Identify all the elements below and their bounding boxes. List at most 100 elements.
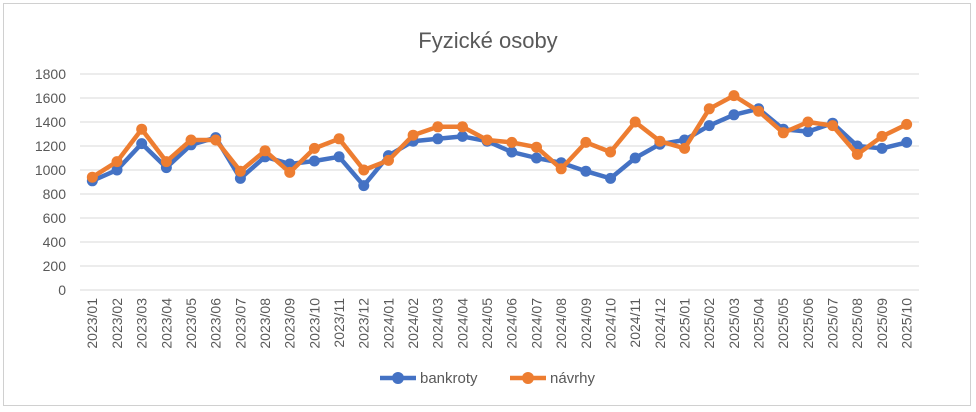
- data-point: [851, 148, 863, 160]
- data-point: [901, 136, 913, 148]
- data-point: [481, 134, 493, 146]
- series-line-bankroty: [90, 106, 909, 188]
- data-point: [703, 120, 715, 132]
- x-tick-label: 2025/10: [899, 298, 915, 349]
- data-point: [432, 121, 444, 133]
- data-point: [234, 165, 246, 177]
- legend-swatch-marker: [392, 372, 404, 384]
- x-tick-label: 2023/04: [158, 298, 174, 349]
- legend-label: bankroty: [420, 370, 478, 387]
- y-tick-label: 0: [58, 282, 66, 298]
- legend-swatch-marker: [522, 372, 534, 384]
- data-point: [358, 180, 370, 192]
- chart-frame: Fyzické osoby 0 200 400 600 800 1000 1200 1400 1…: [3, 3, 971, 406]
- x-tick-label: 2024/02: [405, 298, 421, 349]
- data-point: [86, 171, 98, 183]
- x-tick-label: 2025/06: [800, 298, 816, 349]
- data-point: [259, 145, 271, 157]
- data-point: [456, 121, 468, 133]
- y-tick-label: 600: [43, 210, 67, 226]
- line-chart: Fyzické osoby 0 200 400 600 800 1000 1200 1400 1…: [35, 28, 919, 387]
- data-point: [580, 165, 592, 177]
- data-point: [432, 133, 444, 145]
- x-tick-label: 2024/09: [578, 298, 594, 349]
- x-tick-label: 2025/05: [775, 298, 791, 349]
- data-point: [753, 105, 765, 117]
- x-tick-label: 2023/10: [306, 298, 322, 349]
- y-tick-label: 1000: [35, 162, 66, 178]
- data-point: [136, 138, 148, 150]
- data-point: [333, 133, 345, 145]
- gridlines: [80, 73, 919, 291]
- data-point: [555, 163, 567, 175]
- y-axis-tick-labels: 0 200 400 600 800 1000 1200 1400 1600 1800: [35, 66, 66, 298]
- y-tick-label: 800: [43, 186, 67, 202]
- data-point: [679, 142, 691, 154]
- x-tick-label: 2024/11: [627, 298, 643, 348]
- data-point: [728, 90, 740, 102]
- x-tick-label: 2025/02: [701, 298, 717, 349]
- data-point: [308, 155, 320, 167]
- data-point: [580, 136, 592, 148]
- data-point: [308, 142, 320, 154]
- data-point: [506, 146, 518, 158]
- data-point: [136, 123, 148, 135]
- data-point: [827, 120, 839, 132]
- series-layer: [86, 90, 913, 192]
- x-tick-label: 2024/05: [479, 298, 495, 349]
- x-tick-label: 2025/09: [874, 298, 890, 349]
- data-point: [456, 130, 468, 142]
- data-point: [629, 116, 641, 128]
- x-tick-label: 2023/11: [331, 298, 347, 348]
- data-point: [407, 129, 419, 141]
- data-point: [333, 151, 345, 163]
- data-point: [111, 164, 123, 176]
- x-tick-label: 2023/06: [208, 298, 224, 349]
- x-tick-label: 2023/03: [134, 298, 150, 349]
- x-tick-label: 2024/03: [430, 298, 446, 349]
- data-point: [876, 130, 888, 142]
- data-point: [506, 136, 518, 148]
- x-tick-label: 2024/04: [454, 298, 470, 349]
- data-point: [802, 116, 814, 128]
- data-point: [629, 152, 641, 164]
- x-tick-label: 2023/07: [232, 298, 248, 349]
- data-point: [728, 109, 740, 121]
- data-point: [876, 142, 888, 154]
- series-line-návrhy: [90, 93, 909, 180]
- y-tick-label: 1600: [35, 90, 66, 106]
- y-tick-label: 200: [43, 258, 67, 274]
- y-tick-label: 1800: [35, 66, 66, 82]
- data-point: [901, 118, 913, 130]
- data-point: [654, 135, 666, 147]
- x-tick-label: 2023/01: [84, 298, 100, 349]
- x-tick-label: 2025/03: [726, 298, 742, 349]
- data-point: [777, 127, 789, 139]
- data-point: [210, 134, 222, 146]
- data-point: [111, 156, 123, 168]
- data-point: [605, 146, 617, 158]
- x-tick-label: 2024/12: [652, 298, 668, 349]
- x-tick-label: 2024/07: [528, 298, 544, 349]
- x-tick-label: 2023/02: [109, 298, 125, 349]
- x-tick-label: 2025/04: [751, 298, 767, 349]
- data-point: [605, 172, 617, 184]
- x-tick-label: 2024/08: [553, 298, 569, 349]
- data-point: [185, 134, 197, 146]
- data-point: [160, 156, 172, 168]
- x-tick-label: 2023/09: [282, 298, 298, 349]
- x-axis-tick-labels: 2023/01 2023/02 2023/03 2023/04 2023/05 2023/…: [84, 298, 914, 349]
- data-point: [531, 152, 543, 164]
- x-tick-label: 2024/06: [504, 298, 520, 349]
- x-tick-label: 2025/01: [676, 298, 692, 349]
- x-tick-label: 2023/12: [356, 298, 372, 349]
- y-tick-label: 1400: [35, 114, 66, 130]
- y-tick-label: 1200: [35, 138, 66, 154]
- x-tick-label: 2025/08: [849, 298, 865, 349]
- data-point: [382, 154, 394, 166]
- data-point: [531, 141, 543, 153]
- x-tick-label: 2024/10: [602, 298, 618, 349]
- legend-label: návrhy: [550, 370, 596, 387]
- data-point: [802, 126, 814, 138]
- x-tick-label: 2025/07: [825, 298, 841, 349]
